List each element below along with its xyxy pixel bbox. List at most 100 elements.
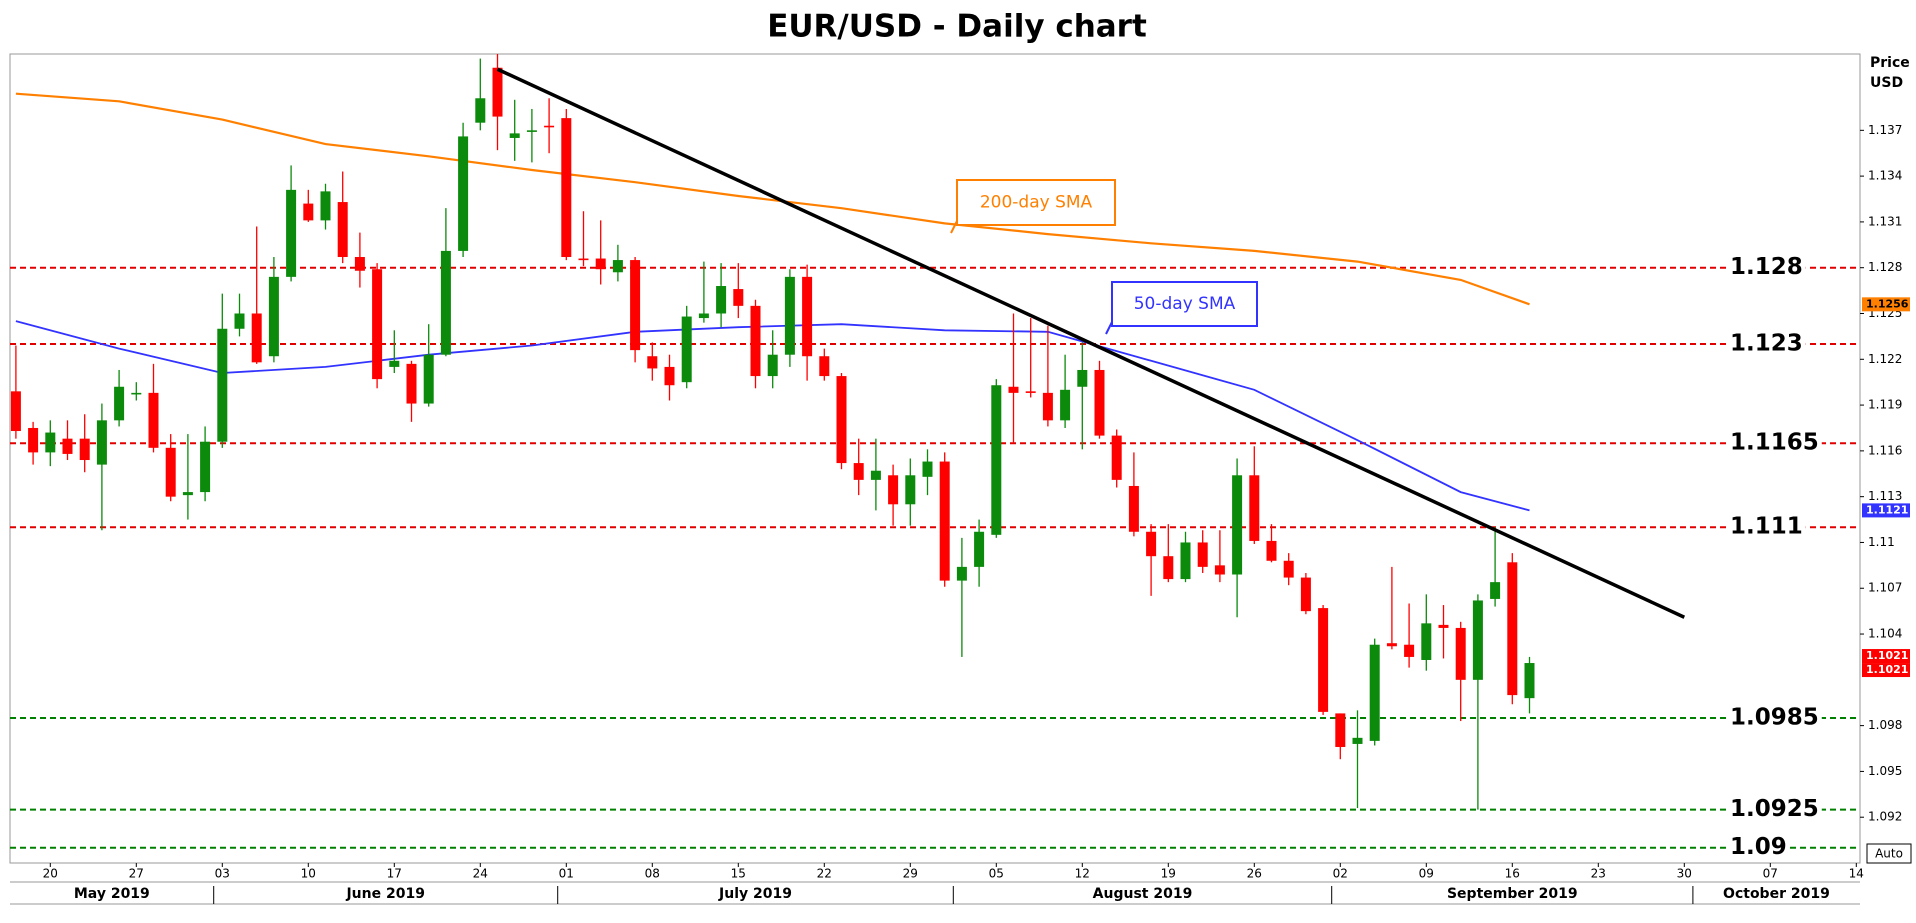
- x-tick-label: 01: [559, 867, 574, 881]
- level-label: 1.1165: [1730, 430, 1819, 456]
- candle-body: [217, 328, 228, 442]
- x-tick-label: 12: [1075, 867, 1090, 881]
- candle-body: [79, 438, 90, 461]
- level-label-bg: [1727, 254, 1806, 281]
- candle-body: [286, 189, 297, 277]
- y-axis-label: USD: [1870, 75, 1903, 91]
- month-label: August 2019: [1093, 886, 1193, 902]
- level-label: 1.0925: [1730, 796, 1819, 822]
- price-tag: [1862, 649, 1910, 664]
- scale-mode-box[interactable]: [1866, 843, 1912, 864]
- candle-body: [870, 470, 881, 480]
- candle-body: [1249, 475, 1260, 541]
- level-label-bg: [1727, 834, 1790, 861]
- candle-body: [956, 566, 967, 581]
- candle-body: [1369, 644, 1380, 741]
- x-tick-label: 24: [473, 867, 488, 881]
- candle-body: [819, 356, 830, 377]
- x-tick-label: 27: [129, 867, 144, 881]
- candle-body: [148, 392, 159, 448]
- candle-body: [268, 276, 279, 357]
- candle-body: [578, 258, 589, 261]
- y-tick-label: 1.095: [1868, 764, 1902, 778]
- candle-body: [320, 191, 331, 221]
- candle-body: [1266, 540, 1277, 561]
- x-tick-label: 10: [301, 867, 316, 881]
- candle-body: [182, 492, 193, 496]
- candle-body: [1060, 389, 1071, 421]
- candle-body: [1472, 600, 1483, 680]
- month-label: June 2019: [345, 886, 424, 902]
- candle-body: [1077, 369, 1088, 387]
- x-tick-label: 23: [1591, 867, 1606, 881]
- candle-body: [28, 427, 39, 453]
- price-tag-label: 1.1121: [1866, 503, 1908, 516]
- candle-body: [750, 305, 761, 377]
- trendline: [496, 67, 1686, 619]
- candle-body: [1455, 627, 1466, 680]
- candle-body: [509, 133, 520, 138]
- candle-body: [922, 461, 933, 477]
- candle-body: [492, 67, 503, 117]
- level-label-bg: [1727, 330, 1806, 357]
- candle-body: [458, 136, 469, 251]
- candle-body: [45, 432, 56, 453]
- candle-body: [337, 202, 348, 258]
- candle-body: [234, 313, 245, 329]
- x-tick-label: 29: [903, 867, 918, 881]
- annotation-box: [956, 179, 1116, 226]
- candle-body: [303, 203, 314, 221]
- candle-body: [354, 257, 365, 271]
- y-tick-label: 1.119: [1868, 398, 1902, 412]
- x-tick-label: 03: [215, 867, 230, 881]
- candle-body: [853, 463, 864, 480]
- candle-body: [888, 475, 899, 505]
- candle-body: [802, 276, 813, 357]
- x-tick-label: 14: [1849, 867, 1864, 881]
- candle-body: [1283, 560, 1294, 578]
- x-tick-label: 30: [1677, 867, 1692, 881]
- y-tick-label: 1.134: [1868, 169, 1902, 183]
- x-tick-label: 15: [731, 867, 746, 881]
- candle-body: [767, 354, 778, 377]
- level-label-bg: [1727, 513, 1806, 540]
- candle-body: [96, 420, 107, 465]
- price-tag-label: 1.1256: [1866, 297, 1909, 310]
- candle-body: [733, 289, 744, 306]
- x-tick-label: 22: [817, 867, 832, 881]
- candle-body: [406, 363, 417, 404]
- scale-mode[interactable]: Auto: [1875, 847, 1903, 861]
- candle-body: [544, 125, 555, 128]
- y-tick-label: 1.107: [1868, 581, 1902, 595]
- candle-body: [440, 250, 451, 355]
- candle-body: [1404, 644, 1415, 657]
- candle-body: [595, 258, 606, 270]
- chart-title: EUR/USD - Daily chart: [767, 9, 1147, 45]
- x-tick-label: 02: [1333, 867, 1348, 881]
- candle-body: [664, 366, 675, 386]
- x-tick-label: 16: [1505, 867, 1520, 881]
- candle-body: [131, 392, 142, 395]
- level-label: 1.111: [1730, 514, 1803, 540]
- level-label: 1.0985: [1730, 704, 1819, 730]
- level-label-bg: [1727, 704, 1822, 731]
- level-label-bg: [1727, 796, 1822, 823]
- y-axis-label: Price: [1870, 55, 1910, 71]
- candle-body: [1163, 556, 1174, 580]
- candle-body: [630, 260, 641, 351]
- y-tick-label: 1.098: [1868, 718, 1902, 732]
- candle-body: [612, 260, 623, 273]
- candle-body: [1438, 624, 1449, 628]
- candle-body: [475, 98, 486, 123]
- x-tick-label: 07: [1763, 867, 1778, 881]
- y-tick-label: 1.122: [1868, 352, 1902, 366]
- x-tick-label: 08: [645, 867, 660, 881]
- y-tick-label: 1.104: [1868, 627, 1902, 641]
- x-tick-label: 20: [43, 867, 58, 881]
- month-label: October 2019: [1723, 886, 1830, 902]
- candle-body: [784, 276, 795, 355]
- x-tick-label: 26: [1247, 867, 1262, 881]
- candle-body: [165, 447, 176, 497]
- plot-layer: [10, 54, 1860, 849]
